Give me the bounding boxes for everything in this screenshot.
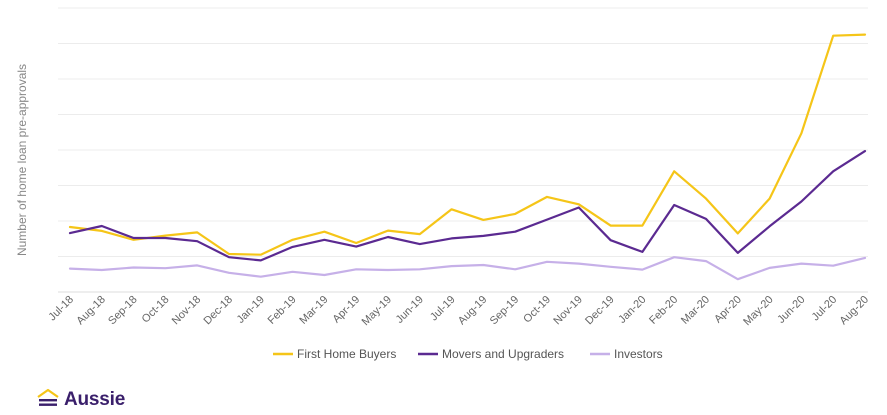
x-tick-label: Mar-20 <box>679 294 712 327</box>
x-tick-label: Dec-19 <box>583 294 617 328</box>
series-lines <box>68 33 867 281</box>
x-tick-label: Jun-20 <box>775 294 807 326</box>
x-tick-label: Nov-18 <box>170 294 204 328</box>
x-tick-label: Nov-19 <box>551 294 585 328</box>
gridlines <box>58 7 868 293</box>
x-tick-label: Mar-19 <box>297 294 330 327</box>
y-axis-label: Number of home loan pre-approvals <box>15 64 29 256</box>
x-tick-label: Dec-18 <box>202 294 236 328</box>
x-tick-label: Feb-20 <box>647 294 680 327</box>
aussie-logo: Aussie <box>36 388 125 412</box>
x-tick-label: Aug-19 <box>456 294 490 328</box>
x-tick-label: Jul-20 <box>810 294 840 324</box>
x-tick-label: Feb-19 <box>266 294 299 327</box>
x-tick-label: Oct-18 <box>140 294 172 326</box>
x-tick-label: Jul-18 <box>46 294 76 324</box>
x-tick-label: Apr-19 <box>330 294 362 326</box>
x-tick-label: Oct-19 <box>521 294 553 326</box>
legend: First Home Buyers Movers and Upgraders Inv… <box>273 347 663 361</box>
x-tick-label: Sep-19 <box>488 294 522 328</box>
series-line-0 <box>68 33 867 256</box>
legend-label: First Home Buyers <box>297 347 396 361</box>
x-tick-label: Jan-19 <box>235 294 267 326</box>
legend-label: Investors <box>614 347 663 361</box>
x-tick-label: Jan-20 <box>616 294 648 326</box>
legend-label: Movers and Upgraders <box>442 347 564 361</box>
brand-name: Aussie <box>64 389 126 410</box>
aussie-house-icon <box>36 388 60 413</box>
x-tick-label: Aug-18 <box>74 294 108 328</box>
series-line-1 <box>68 150 867 262</box>
x-tick-label: Sep-18 <box>106 294 140 328</box>
x-tick-label: May-19 <box>360 294 394 328</box>
x-tick-label: Jul-19 <box>428 294 458 324</box>
x-tick-label: May-20 <box>741 294 775 328</box>
series-line-2 <box>68 256 867 281</box>
x-tick-label: Jun-19 <box>394 294 426 326</box>
x-tick-label: Aug-20 <box>838 294 872 328</box>
x-tick-label: Apr-20 <box>712 294 744 326</box>
